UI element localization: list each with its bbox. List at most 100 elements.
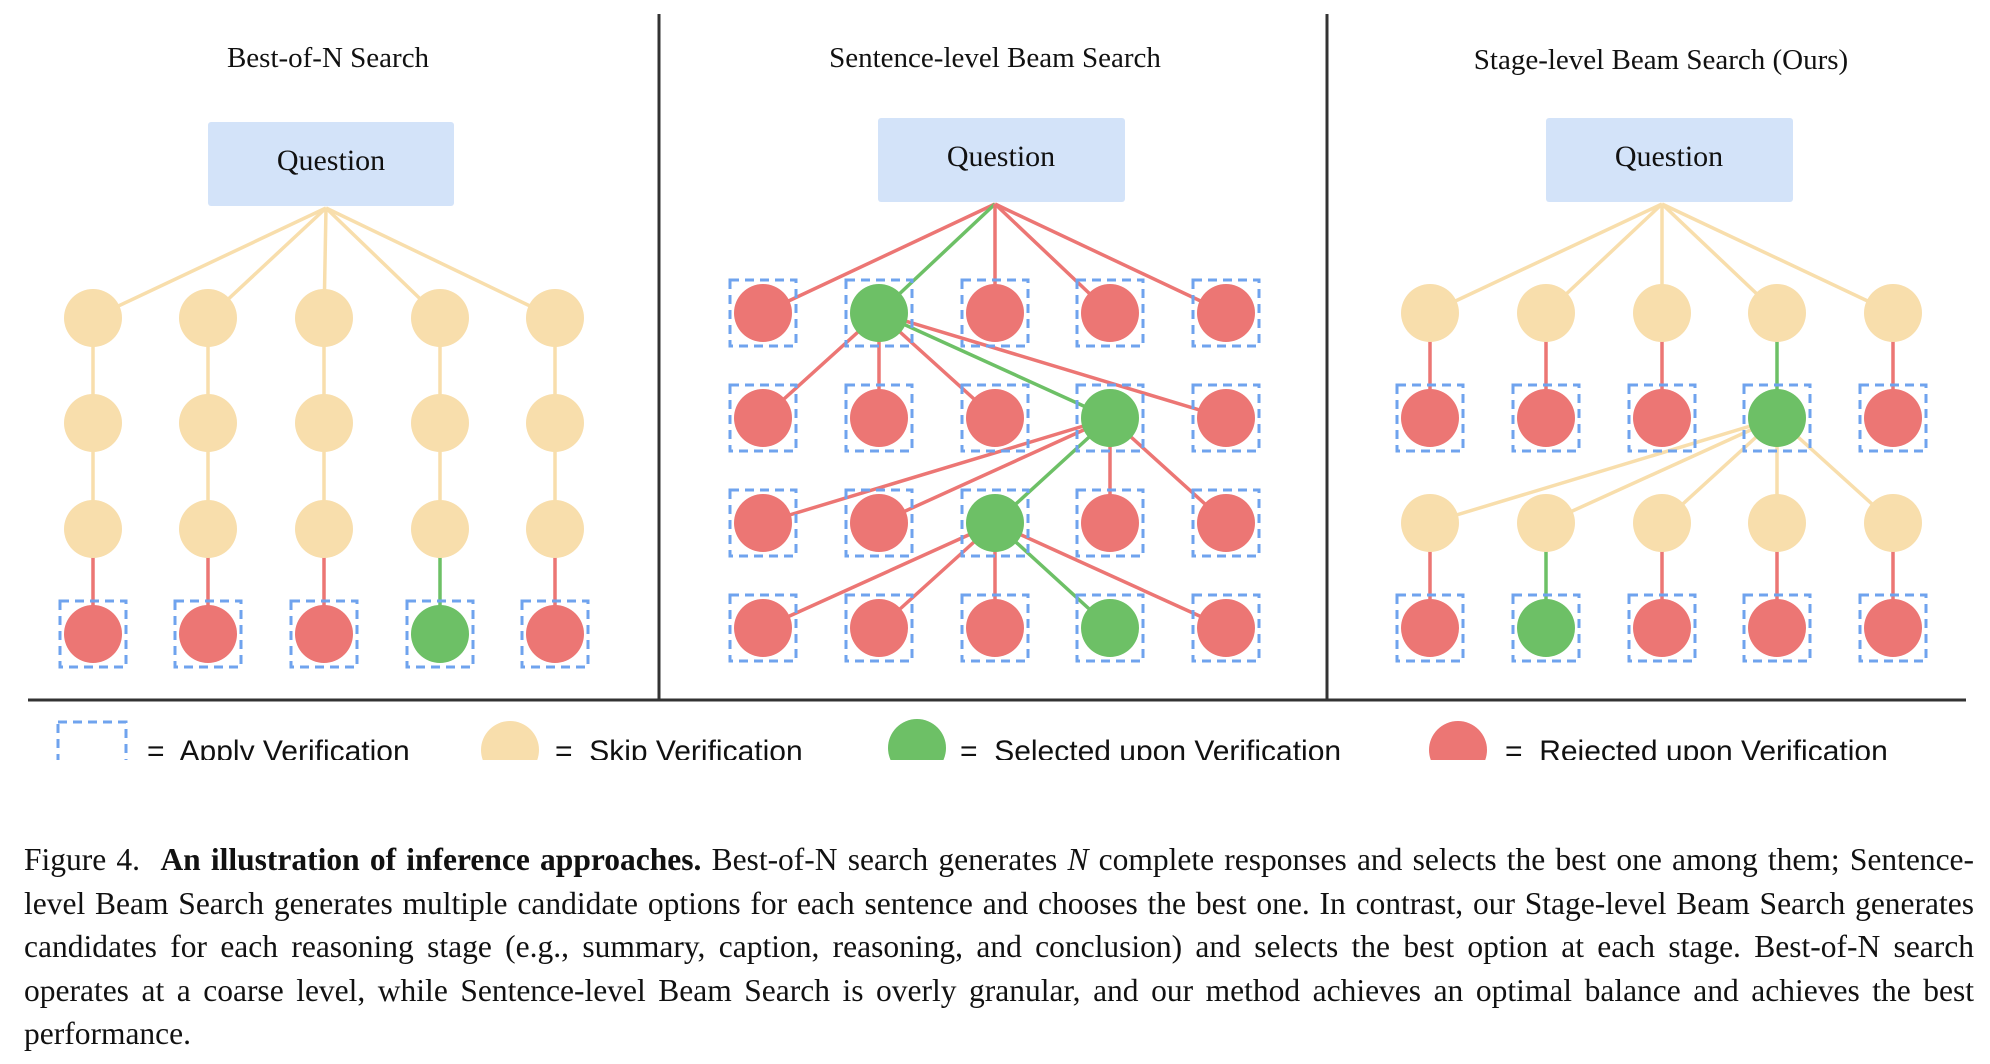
verification-box xyxy=(728,593,798,663)
tree-edge xyxy=(878,311,1111,420)
skip-node xyxy=(179,500,237,558)
skip-node xyxy=(526,500,584,558)
verification-box xyxy=(520,599,590,669)
tree-edge xyxy=(878,416,1111,525)
rejected-node xyxy=(1197,494,1255,552)
verification-box xyxy=(1075,488,1145,558)
legend-rejected-swatch xyxy=(1429,721,1487,760)
panel-title-sentence-level: Sentence-level Beam Search xyxy=(829,42,1161,74)
selected-node xyxy=(1517,599,1575,657)
skip-node xyxy=(295,289,353,347)
verification-box xyxy=(1742,383,1812,453)
verification-box xyxy=(1395,593,1465,663)
question-label: Question xyxy=(1615,140,1723,173)
verification-box xyxy=(1511,593,1581,663)
skip-node xyxy=(1864,284,1922,342)
selected-node xyxy=(411,605,469,663)
verification-box xyxy=(728,278,798,348)
verification-box xyxy=(960,593,1030,663)
verification-box xyxy=(960,488,1030,558)
tree-edge xyxy=(92,206,327,320)
tree-edge xyxy=(762,202,996,315)
rejected-node xyxy=(734,284,792,342)
rejected-node xyxy=(1081,284,1139,342)
figure-caption: Figure 4. An illustration of inference a… xyxy=(24,838,1974,1056)
tree-edge xyxy=(878,311,1227,420)
verification-box xyxy=(1075,593,1145,663)
verification-box xyxy=(1627,593,1697,663)
rejected-node xyxy=(850,389,908,447)
skip-node xyxy=(1401,284,1459,342)
verification-box xyxy=(1075,383,1145,453)
rejected-node xyxy=(1401,599,1459,657)
verification-boxes xyxy=(58,278,1928,669)
verification-box xyxy=(1395,383,1465,453)
skip-node xyxy=(64,289,122,347)
legend-selected-label: = Selected upon Verification xyxy=(960,735,1341,760)
verification-box xyxy=(844,383,914,453)
rejected-node xyxy=(1081,494,1139,552)
skip-node xyxy=(1517,494,1575,552)
caption-label: Figure 4. xyxy=(24,842,141,877)
tree-edge xyxy=(1545,416,1778,525)
verification-box xyxy=(1075,278,1145,348)
panel-title-stage-level: Stage-level Beam Search (Ours) xyxy=(1474,44,1848,76)
verification-box xyxy=(1191,278,1261,348)
tree-edge xyxy=(994,521,1227,630)
skip-node xyxy=(1748,494,1806,552)
skip-node xyxy=(64,500,122,558)
tree-edge xyxy=(994,202,1227,315)
rejected-node xyxy=(850,494,908,552)
verification-box xyxy=(1858,383,1928,453)
verification-box xyxy=(844,488,914,558)
selected-node xyxy=(850,284,908,342)
rejected-node xyxy=(1517,389,1575,447)
selected-node xyxy=(966,494,1024,552)
question-box xyxy=(878,118,1125,202)
verification-box xyxy=(960,278,1030,348)
skip-node xyxy=(526,289,584,347)
tree-edge xyxy=(1429,416,1778,525)
verification-box xyxy=(1742,593,1812,663)
verification-box xyxy=(960,383,1030,453)
rejected-node xyxy=(1197,284,1255,342)
skip-node xyxy=(179,289,237,347)
verification-box xyxy=(844,593,914,663)
skip-node xyxy=(179,394,237,452)
rejected-node xyxy=(966,284,1024,342)
rejected-node xyxy=(1197,389,1255,447)
skip-node xyxy=(411,289,469,347)
selected-node xyxy=(1081,599,1139,657)
tree-edge xyxy=(1661,202,1894,315)
rejected-node xyxy=(966,599,1024,657)
verification-box xyxy=(728,383,798,453)
tree-edge xyxy=(1429,202,1663,315)
rejected-node xyxy=(1864,599,1922,657)
skip-node xyxy=(295,500,353,558)
skip-node xyxy=(1864,494,1922,552)
verification-box xyxy=(173,599,243,669)
tree-nodes xyxy=(64,284,1922,663)
verification-box xyxy=(289,599,359,669)
legend-skip-verification-label: = Skip Verification xyxy=(555,735,803,760)
rejected-node xyxy=(1864,389,1922,447)
rejected-node xyxy=(1748,599,1806,657)
skip-node xyxy=(295,394,353,452)
question-box xyxy=(1546,118,1793,202)
rejected-node xyxy=(734,599,792,657)
question-label: Question xyxy=(277,144,385,177)
tree-edge xyxy=(325,206,556,320)
legend-skip-verification-swatch xyxy=(481,721,539,760)
skip-node xyxy=(411,394,469,452)
skip-node xyxy=(1748,284,1806,342)
rejected-node xyxy=(526,605,584,663)
skip-node xyxy=(1517,284,1575,342)
rejected-node xyxy=(179,605,237,663)
rejected-node xyxy=(966,389,1024,447)
verification-box xyxy=(1627,383,1697,453)
tree-edge xyxy=(762,521,996,630)
skip-node xyxy=(411,500,469,558)
legend-apply-verification-swatch xyxy=(56,720,128,760)
caption-variable-n: N xyxy=(1067,842,1089,877)
selected-node xyxy=(1081,389,1139,447)
